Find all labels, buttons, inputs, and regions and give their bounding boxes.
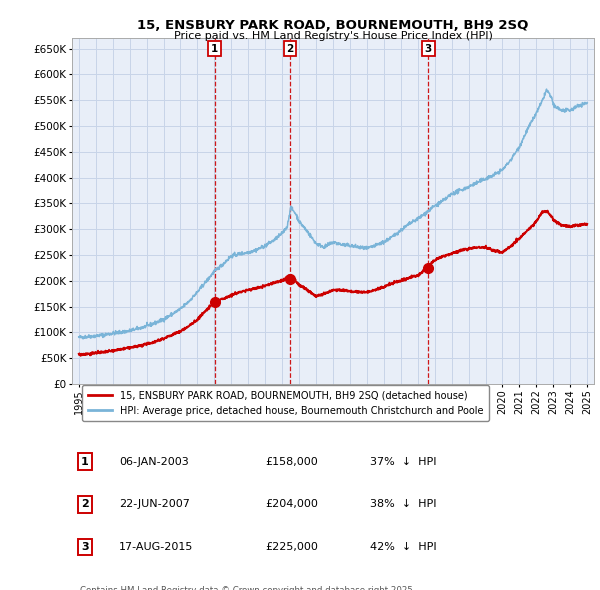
Text: 37%  ↓  HPI: 37% ↓ HPI bbox=[370, 457, 436, 467]
Text: £158,000: £158,000 bbox=[265, 457, 318, 467]
Text: 2: 2 bbox=[286, 44, 294, 54]
Text: Price paid vs. HM Land Registry's House Price Index (HPI): Price paid vs. HM Land Registry's House … bbox=[173, 31, 493, 41]
Text: 38%  ↓  HPI: 38% ↓ HPI bbox=[370, 499, 436, 509]
Text: Contains HM Land Registry data © Crown copyright and database right 2025.: Contains HM Land Registry data © Crown c… bbox=[80, 586, 415, 590]
Text: 22-JUN-2007: 22-JUN-2007 bbox=[119, 499, 190, 509]
Text: £204,000: £204,000 bbox=[265, 499, 318, 509]
Legend: 15, ENSBURY PARK ROAD, BOURNEMOUTH, BH9 2SQ (detached house), HPI: Average price: 15, ENSBURY PARK ROAD, BOURNEMOUTH, BH9 … bbox=[82, 385, 490, 421]
Text: 2: 2 bbox=[81, 499, 89, 509]
Text: £225,000: £225,000 bbox=[265, 542, 318, 552]
Text: 3: 3 bbox=[81, 542, 89, 552]
Text: 06-JAN-2003: 06-JAN-2003 bbox=[119, 457, 189, 467]
Text: 3: 3 bbox=[425, 44, 432, 54]
Text: 1: 1 bbox=[81, 457, 89, 467]
Text: 15, ENSBURY PARK ROAD, BOURNEMOUTH, BH9 2SQ: 15, ENSBURY PARK ROAD, BOURNEMOUTH, BH9 … bbox=[137, 19, 529, 32]
Text: 1: 1 bbox=[211, 44, 218, 54]
Text: 17-AUG-2015: 17-AUG-2015 bbox=[119, 542, 193, 552]
Text: 42%  ↓  HPI: 42% ↓ HPI bbox=[370, 542, 436, 552]
